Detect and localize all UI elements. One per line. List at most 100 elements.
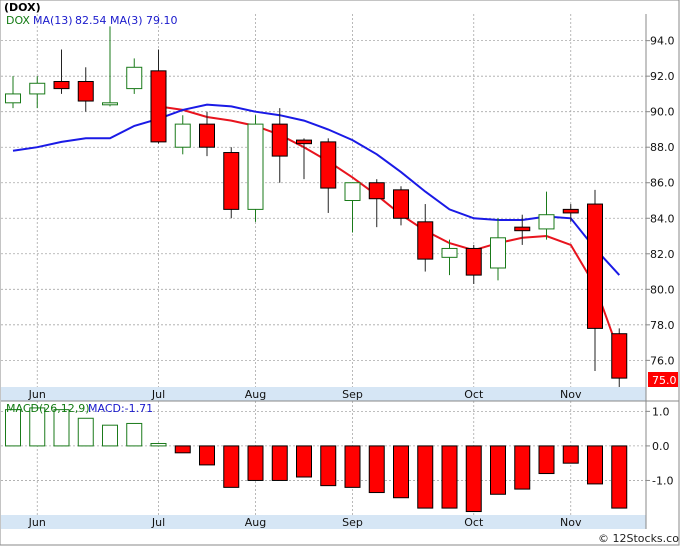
price-tick-label: 94.0 <box>650 35 675 48</box>
candle-body <box>102 102 118 106</box>
ticker-title: (DOX) <box>4 1 41 14</box>
price-tick-label: 80.0 <box>650 283 675 296</box>
candle-body <box>5 93 21 104</box>
candle-body <box>174 123 191 148</box>
macd-bar <box>417 445 434 509</box>
month-label: Sep <box>342 388 363 401</box>
price-tick-label: 76.0 <box>650 354 675 367</box>
candle-body <box>465 247 482 276</box>
macd-bar <box>247 445 264 481</box>
candle-body <box>490 237 506 269</box>
last-price-text: 75.0 <box>652 374 677 387</box>
candlestick-series <box>5 26 628 387</box>
candle-body <box>514 226 531 232</box>
candle-body <box>320 141 337 189</box>
macd-bar <box>514 445 531 490</box>
macd-bar <box>126 422 143 447</box>
macd-bar <box>271 445 288 481</box>
candle-body <box>441 247 458 258</box>
candle-body <box>393 189 409 219</box>
macd-bar <box>465 445 482 513</box>
macd-tick-label: 1.0 <box>652 405 670 418</box>
price-tick-label: 78.0 <box>650 319 675 332</box>
candle-body <box>344 182 361 202</box>
price-tick-label: 86.0 <box>650 177 675 190</box>
price-tick-label: 90.0 <box>650 106 675 119</box>
macd-bar <box>102 424 118 447</box>
macd-legend-value: MACD:-1.71 <box>88 402 153 415</box>
month-label: Nov <box>560 516 582 529</box>
legend-dox: DOX <box>6 14 30 27</box>
ma3-line <box>12 103 621 276</box>
macd-bar <box>562 445 579 464</box>
candle-body <box>53 80 70 90</box>
macd-bar <box>320 445 337 487</box>
price-y-axis: 76.0 78.0 80.0 82.0 84.0 86.0 88.0 90.0 92.0 94.0 <box>646 35 675 367</box>
price-month-band <box>1 387 646 401</box>
candle-body <box>77 80 94 102</box>
watermark: © 12Stocks.com <box>598 532 680 545</box>
macd-bar <box>150 442 167 447</box>
price-tick-label: 88.0 <box>650 141 675 154</box>
month-label: Oct <box>464 516 484 529</box>
month-label: Aug <box>245 388 266 401</box>
macd-histogram <box>5 407 628 513</box>
last-price-tag <box>648 372 678 387</box>
ma13-line <box>158 105 621 354</box>
candle-body <box>29 82 46 95</box>
price-tick-label: 92.0 <box>650 70 675 83</box>
macd-bar <box>77 417 94 447</box>
candle-body <box>611 333 628 379</box>
moving-average-lines <box>12 103 621 354</box>
macd-bar <box>29 407 46 447</box>
macd-tick-label: -1.0 <box>652 474 673 487</box>
candle-body <box>538 214 555 230</box>
legend-ma3-label: MA(3) <box>110 14 143 27</box>
macd-bar <box>296 445 312 478</box>
candle-body <box>296 139 312 145</box>
month-x-axis: Jun Jun Jul Jul Aug Aug Sep Sep Oct Oct Nov Nov <box>28 388 582 529</box>
macd-bar <box>344 445 361 488</box>
macd-bar <box>538 445 555 475</box>
legend-ma13-value: 82.54 <box>75 14 107 27</box>
month-label: Jul <box>151 388 165 401</box>
candle-body <box>417 221 434 260</box>
macd-bar <box>199 445 215 466</box>
macd-bar <box>368 445 385 494</box>
macd-y-axis: 1.0 0.0 -1.0 <box>646 405 673 487</box>
month-label: Aug <box>245 516 266 529</box>
legend-ma13-label: MA(13) <box>33 14 73 27</box>
macd-bar <box>174 445 191 454</box>
candle-body <box>199 123 215 148</box>
month-label: Jun <box>28 516 46 529</box>
candle-body <box>271 123 288 157</box>
candle-body <box>368 182 385 200</box>
macd-legend-label: MACD(26,12,9) <box>6 402 90 415</box>
candle-body <box>150 70 167 143</box>
macd-tick-label: 0.0 <box>652 440 670 453</box>
month-axis-bands <box>1 387 646 529</box>
month-label: Jul <box>151 516 165 529</box>
month-label: Sep <box>342 516 363 529</box>
candle-body <box>562 208 579 214</box>
candle-body <box>126 66 143 90</box>
price-tick-label: 82.0 <box>650 248 675 261</box>
price-tick-label: 84.0 <box>650 212 675 225</box>
legend-ma3-value: 79.10 <box>146 14 178 27</box>
candle-body <box>223 152 240 210</box>
macd-bar <box>490 445 506 495</box>
month-label: Oct <box>464 388 484 401</box>
macd-month-band <box>1 515 646 529</box>
month-label: Jun <box>28 388 46 401</box>
month-label: Nov <box>560 388 582 401</box>
macd-bar <box>587 445 603 485</box>
candle-body <box>247 123 264 210</box>
candle-body <box>587 203 603 329</box>
macd-bar <box>393 445 409 499</box>
macd-bar <box>441 445 458 509</box>
macd-bar <box>611 445 628 509</box>
macd-bar <box>53 409 70 447</box>
